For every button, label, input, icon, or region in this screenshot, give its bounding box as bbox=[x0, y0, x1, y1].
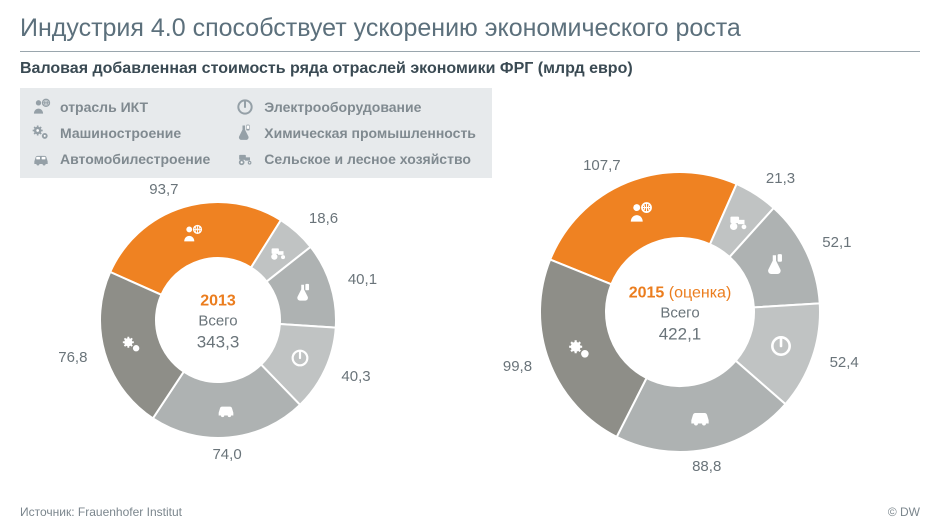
slice-value-label: 18,6 bbox=[309, 210, 338, 227]
car-icon bbox=[215, 399, 237, 421]
donut-year: 2015 (оценка) bbox=[629, 282, 732, 304]
gears-icon bbox=[567, 337, 593, 363]
ict-icon bbox=[30, 96, 52, 118]
donut-total-value: 422,1 bbox=[629, 324, 732, 347]
legend-item: Химическая промышленность bbox=[234, 122, 476, 144]
car-icon bbox=[687, 404, 713, 430]
power-icon bbox=[768, 333, 794, 359]
power-icon bbox=[289, 347, 311, 369]
donut-year: 2013 bbox=[197, 290, 240, 312]
donut-chart-2013: 93,718,640,140,374,076,8 2013 Всего 343,… bbox=[100, 202, 336, 438]
legend-item: Сельское и лесное хозяйство bbox=[234, 148, 476, 170]
donut-total-value: 343,3 bbox=[197, 332, 240, 355]
farm-icon bbox=[234, 148, 256, 170]
donut-total-label: Всего bbox=[629, 304, 732, 324]
footer: Источник: Frauenhofer Institut © DW bbox=[20, 505, 920, 519]
legend-label: отрасль ИКТ bbox=[60, 99, 148, 115]
gears-icon bbox=[121, 334, 143, 356]
slice-value-label: 99,8 bbox=[503, 358, 532, 375]
legend-item: Машиностроение bbox=[30, 122, 210, 144]
gears-icon bbox=[30, 122, 52, 144]
donut-total-label: Всего bbox=[197, 312, 240, 332]
slice-ict bbox=[550, 172, 736, 284]
footer-brand: © DW bbox=[888, 505, 920, 519]
donut-chart-2015: 107,721,352,152,488,899,8 2015 (оценка) … bbox=[540, 172, 820, 452]
chem-icon bbox=[763, 252, 789, 278]
slice-value-label: 40,3 bbox=[341, 368, 370, 385]
slice-value-label: 40,1 bbox=[348, 271, 377, 288]
slice-value-label: 52,4 bbox=[830, 354, 859, 371]
slice-value-label: 88,8 bbox=[692, 458, 721, 475]
legend-item: отрасль ИКТ bbox=[30, 96, 210, 118]
donut-center: 2013 Всего 343,3 bbox=[197, 290, 240, 355]
legend-label: Машиностроение bbox=[60, 125, 181, 141]
chem-icon bbox=[234, 122, 256, 144]
slice-value-label: 21,3 bbox=[766, 170, 795, 187]
slice-value-label: 76,8 bbox=[58, 349, 87, 366]
ict-icon bbox=[181, 223, 203, 245]
power-icon bbox=[234, 96, 256, 118]
ict-icon bbox=[627, 200, 653, 226]
legend: отрасль ИКТ Электрооборудование Машиностр… bbox=[20, 88, 492, 178]
slice-value-label: 93,7 bbox=[149, 181, 178, 198]
legend-item: Электрооборудование bbox=[234, 96, 476, 118]
slice-ict bbox=[110, 202, 281, 295]
slice-value-label: 107,7 bbox=[583, 157, 621, 174]
legend-label: Автомобилестроение bbox=[60, 151, 210, 167]
legend-label: Электрооборудование bbox=[264, 99, 421, 115]
legend-label: Химическая промышленность bbox=[264, 125, 476, 141]
page-subtitle: Валовая добавленная стоимость ряда отрас… bbox=[20, 60, 920, 78]
farm-icon bbox=[267, 242, 289, 264]
car-icon bbox=[30, 148, 52, 170]
farm-icon bbox=[725, 209, 751, 235]
footer-source: Источник: Frauenhofer Institut bbox=[20, 505, 182, 519]
charts-area: 93,7 18,6 40,1 40,3 74,0 76,8 2013 Всего 343,… bbox=[0, 180, 940, 510]
slice-value-label: 52,1 bbox=[822, 234, 851, 251]
slice-value-label: 74,0 bbox=[212, 446, 241, 463]
page-title: Индустрия 4.0 способствует ускорению эко… bbox=[20, 14, 920, 52]
chem-icon bbox=[293, 282, 315, 304]
legend-item: Автомобилестроение bbox=[30, 148, 210, 170]
donut-center: 2015 (оценка) Всего 422,1 bbox=[629, 282, 732, 347]
legend-label: Сельское и лесное хозяйство bbox=[264, 151, 471, 167]
